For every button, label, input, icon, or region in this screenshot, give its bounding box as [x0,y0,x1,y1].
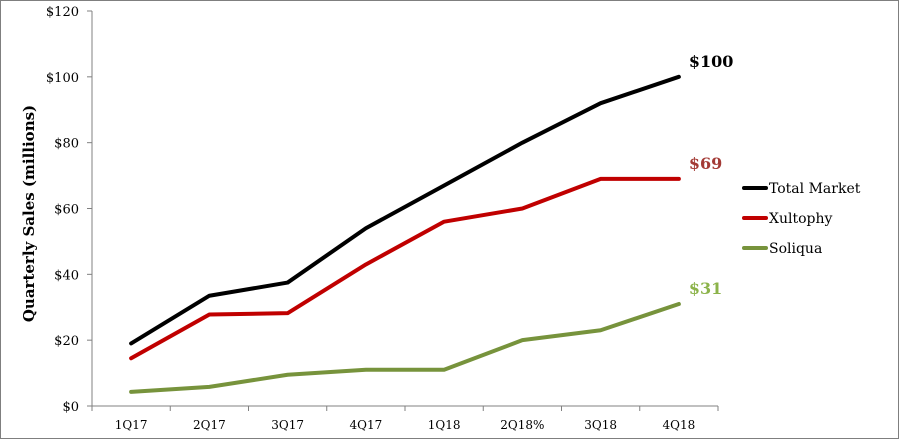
data-point-xultophy [599,177,602,180]
chart-labels: $100 $69 $31 [689,52,734,298]
x-tick-label: 2Q17 [193,418,226,432]
x-tick-label: 3Q17 [271,418,304,432]
data-point-total-market [443,184,446,187]
data-point-total-market [130,342,133,345]
x-tick-label: 3Q18 [584,418,617,432]
end-value-label-soliqua: $31 [689,279,722,298]
x-tick-label: 4Q18 [663,418,696,432]
series-line-total-market [129,74,681,346]
y-axis-title: Quarterly Sales (millions) [20,105,38,322]
y-tick-label: $20 [54,334,79,349]
data-point-xultophy [364,263,367,266]
data-point-xultophy [286,312,289,315]
legend-label-soliqua: Soliqua [769,241,822,257]
chart-series [129,74,681,394]
x-tick-label: 1Q18 [428,418,461,432]
x-tick-label: 1Q17 [115,418,148,432]
data-point-soliqua [521,339,524,342]
x-tick-label: 2Q18% [500,418,544,432]
data-point-xultophy [677,177,680,180]
data-point-soliqua [130,390,133,393]
data-point-total-market [364,227,367,230]
data-point-soliqua [364,368,367,371]
x-tick-label: 4Q17 [350,418,383,432]
legend-label-xultophy: Xultophy [769,211,832,227]
data-point-total-market [677,75,680,78]
end-value-label-xultophy: $69 [689,154,722,173]
end-value-label-total-market: $100 [689,52,734,71]
data-point-soliqua [286,373,289,376]
chart-legend: Total Market Xultophy Soliqua [742,181,861,257]
data-point-xultophy [443,220,446,223]
y-tick-label: $100 [46,71,79,86]
data-point-total-market [286,281,289,284]
y-tick-label: $60 [54,203,79,218]
y-tick-label: $120 [46,5,79,20]
data-point-soliqua [443,368,446,371]
series-line-xultophy [129,176,681,361]
data-point-xultophy [130,357,133,360]
y-tick-label: $0 [62,400,79,415]
data-point-total-market [208,294,211,297]
data-point-total-market [599,102,602,105]
y-tick-label: $40 [54,268,79,283]
series-line-soliqua [129,301,681,394]
data-point-xultophy [521,207,524,210]
y-tick-label: $80 [54,137,79,152]
data-point-xultophy [208,313,211,316]
data-point-soliqua [599,329,602,332]
data-point-soliqua [208,385,211,388]
chart-axes: $0 $20 $40 $60 $80 $100 $120 1Q17 2Q17 3Q17 4Q17 1Q… [20,5,719,432]
data-point-total-market [521,141,524,144]
data-point-soliqua [677,302,680,305]
legend-label-total-market: Total Market [769,181,861,197]
